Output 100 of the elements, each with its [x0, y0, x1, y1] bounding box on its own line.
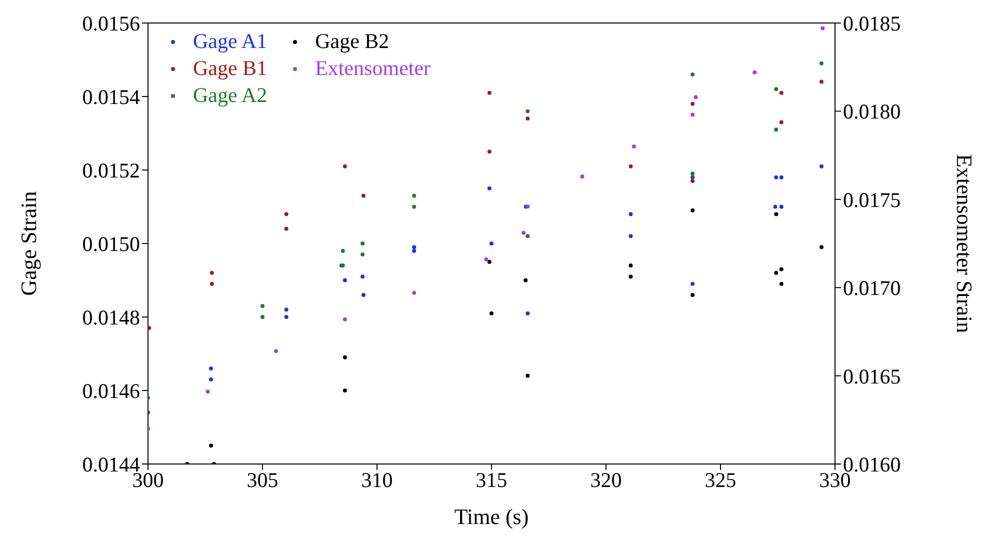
- point: [490, 311, 494, 316]
- point: [148, 326, 152, 330]
- point: [412, 204, 416, 209]
- point: [690, 208, 695, 212]
- y2-tick-label: 0.0185: [843, 11, 901, 36]
- y2-axis-title: Extensometer Strain: [952, 154, 978, 334]
- y-tick-label: 0.0156: [82, 11, 140, 36]
- point: [274, 349, 278, 354]
- point: [779, 282, 784, 286]
- legend-label: Gage A1: [193, 28, 268, 55]
- point: [690, 102, 695, 106]
- point: [628, 164, 633, 168]
- y2-tick-label: 0.0180: [843, 100, 901, 124]
- point: [260, 304, 264, 308]
- point: [206, 390, 210, 394]
- point: [412, 290, 416, 295]
- point: [752, 70, 757, 74]
- x-tick-label: 320: [590, 468, 622, 492]
- point: [361, 292, 366, 297]
- point: [580, 174, 584, 178]
- point: [774, 212, 778, 216]
- point: [524, 278, 528, 282]
- point: [360, 252, 365, 257]
- point: [342, 388, 347, 392]
- point: [526, 109, 530, 114]
- x-tick-label: 315: [476, 468, 508, 492]
- point: [260, 315, 264, 319]
- point: [774, 128, 778, 132]
- point: [779, 204, 784, 209]
- y-tick-label: 0.0154: [82, 84, 140, 109]
- point: [690, 72, 695, 76]
- point: [779, 267, 784, 272]
- point: [284, 315, 288, 319]
- point: [208, 366, 213, 370]
- point: [342, 317, 347, 322]
- point: [774, 175, 778, 180]
- point: [284, 212, 288, 216]
- point: [210, 282, 214, 286]
- point: [484, 257, 488, 262]
- x-tick-label: 310: [361, 468, 393, 492]
- point: [819, 80, 824, 84]
- point: [487, 186, 492, 190]
- point: [284, 308, 288, 312]
- point: [690, 172, 695, 176]
- point: [819, 61, 824, 66]
- point: [487, 150, 492, 154]
- point: [526, 311, 530, 316]
- point: [208, 444, 213, 448]
- point: [819, 245, 824, 250]
- point: [632, 144, 636, 148]
- legend-label: Gage B1: [193, 55, 268, 82]
- point: [284, 226, 288, 231]
- point: [694, 95, 698, 100]
- point: [412, 245, 416, 250]
- point: [208, 377, 213, 382]
- legend-label: Gage B2: [315, 28, 390, 55]
- point: [774, 87, 778, 92]
- legend-label: Extensometer: [315, 55, 431, 82]
- y2-tick-label: 0.0165: [843, 364, 901, 388]
- point: [690, 179, 695, 184]
- point: [490, 242, 494, 246]
- point: [526, 374, 530, 378]
- point: [820, 26, 825, 30]
- point: [340, 248, 345, 253]
- point: [628, 212, 633, 216]
- point: [522, 230, 526, 235]
- point: [412, 194, 416, 198]
- point: [628, 234, 633, 238]
- point: [526, 234, 530, 238]
- point: [779, 90, 784, 95]
- y2-tick-label: 0.0170: [843, 276, 901, 300]
- point: [690, 175, 695, 180]
- point: [487, 260, 492, 264]
- point: [628, 264, 633, 268]
- x-axis-title: Time (s): [454, 504, 529, 529]
- point: [690, 292, 695, 297]
- point: [773, 204, 778, 209]
- point: [360, 242, 365, 246]
- y-tick-label: 0.0146: [82, 378, 140, 403]
- y-tick-label: 0.0150: [82, 232, 140, 256]
- point: [361, 194, 366, 198]
- y2-tick-label: 0.0175: [843, 188, 901, 212]
- legend-label: Gage A2: [193, 82, 268, 109]
- point: [690, 282, 695, 286]
- y-tick-label: 0.0152: [82, 158, 140, 182]
- point: [526, 116, 530, 121]
- x-tick-label: 325: [704, 468, 736, 492]
- point: [774, 270, 778, 275]
- x-tick-label: 305: [246, 468, 278, 492]
- point: [819, 164, 824, 168]
- y-axis-title: Gage Strain: [16, 191, 41, 296]
- point: [210, 270, 214, 275]
- point: [342, 355, 347, 360]
- point: [628, 274, 633, 279]
- point: [360, 274, 365, 279]
- point: [779, 120, 784, 124]
- point: [342, 164, 347, 168]
- point: [779, 175, 784, 180]
- y-tick-label: 0.0148: [82, 305, 140, 330]
- point: [690, 112, 695, 117]
